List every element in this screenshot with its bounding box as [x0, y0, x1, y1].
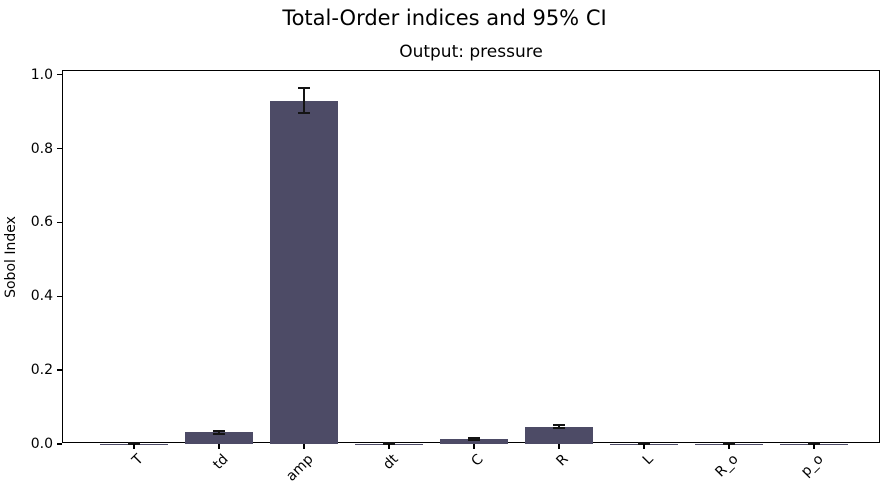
x-tick-label-td: td	[210, 451, 232, 473]
x-tick-amp	[303, 444, 305, 449]
bar-amp	[270, 100, 338, 444]
bar-td	[185, 432, 253, 444]
error-cap-bottom-td	[213, 432, 225, 435]
x-tick-label-amp: amp	[283, 451, 317, 485]
y-tick-label-0.6: 0.6	[30, 214, 53, 231]
y-tick-0.6	[57, 221, 62, 224]
y-tick-1.0	[57, 74, 62, 76]
error-bar-td	[218, 430, 220, 434]
error-cap-bottom-R	[553, 427, 565, 430]
x-tick-R_o	[728, 444, 730, 449]
error-cap-top-R	[553, 424, 565, 427]
y-tick-label-0.8: 0.8	[30, 140, 53, 157]
x-tick-label-T: T	[129, 451, 147, 469]
error-bar-amp	[303, 87, 305, 114]
bar-C	[440, 438, 508, 444]
y-tick-0.0	[57, 443, 62, 445]
x-tick-R	[558, 444, 560, 449]
error-cap-bottom-amp	[298, 112, 310, 115]
x-tick-label-dt: dt	[380, 451, 402, 473]
y-tick-0.8	[57, 147, 62, 150]
error-cap-top-td	[213, 429, 225, 432]
y-tick-0.2	[57, 369, 62, 371]
y-tick-label-0.2: 0.2	[30, 362, 53, 379]
x-tick-C	[473, 444, 475, 449]
y-tick-label-0.4: 0.4	[30, 288, 53, 305]
y-tick-label-0.0: 0.0	[30, 436, 53, 452]
x-tick-T	[133, 444, 135, 449]
x-tick-label-R_o: R_o	[712, 451, 742, 481]
y-tick-label-1.0: 1.0	[30, 66, 53, 83]
x-tick-label-R: R	[553, 451, 572, 470]
figure-title: Total-Order indices and 95% CI	[282, 6, 607, 30]
x-tick-p_o	[813, 444, 815, 449]
x-tick-label-p_o: p_o	[798, 451, 827, 480]
axes-title: Output: pressure	[399, 42, 543, 62]
bar-R	[525, 426, 593, 444]
error-cap-top-C	[468, 436, 480, 439]
y-tick-0.4	[57, 295, 62, 297]
error-cap-top-amp	[298, 86, 310, 89]
error-bar-C	[473, 437, 475, 440]
x-tick-label-L: L	[639, 451, 657, 469]
x-tick-L	[643, 444, 645, 449]
error-bar-R	[558, 425, 560, 429]
error-cap-bottom-C	[468, 438, 480, 441]
x-tick-label-C: C	[468, 451, 487, 470]
x-tick-td	[218, 444, 220, 449]
x-tick-dt	[388, 444, 390, 449]
